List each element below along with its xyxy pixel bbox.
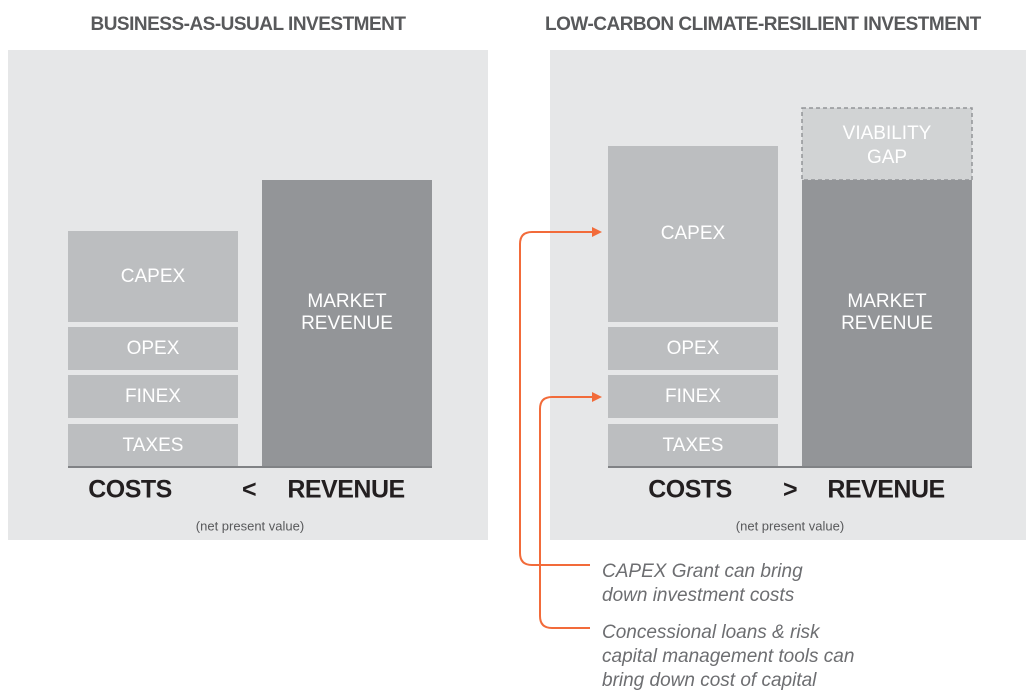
block-label: CAPEX [121, 266, 186, 287]
cost-stack: CAPEX OPEX FINEX TAXES [608, 146, 778, 467]
revenue-block [802, 180, 972, 467]
block [68, 375, 238, 418]
block [608, 424, 778, 467]
block [68, 424, 238, 467]
block [68, 327, 238, 370]
cost-stack: CAPEX OPEX FINEX TAXES [68, 231, 238, 467]
block [608, 146, 778, 322]
block-label: FINEX [665, 386, 721, 407]
revenue-block [262, 180, 432, 467]
block-label: REVENUE [301, 313, 393, 334]
block-label: VIABILITY [843, 123, 932, 144]
costs-label: COSTS [648, 476, 732, 504]
costs-label: COSTS [88, 476, 172, 504]
block-label: OPEX [127, 338, 180, 359]
block-label: REVENUE [841, 313, 933, 334]
revenue-label: REVENUE [827, 476, 944, 504]
comparison: > [783, 476, 797, 504]
arrow [539, 392, 602, 629]
block-label: CAPEX [661, 223, 726, 244]
block [608, 327, 778, 370]
block-label: GAP [867, 147, 907, 168]
block-label: OPEX [667, 338, 720, 359]
comparison: < [242, 476, 256, 504]
note: (net present value) [736, 518, 844, 533]
arrow [519, 227, 602, 566]
annotation: bring down cost of capital [602, 670, 817, 691]
annotation: capital management tools can [602, 646, 854, 667]
block [68, 231, 238, 322]
block-label: MARKET [847, 291, 927, 312]
annotation: Concessional loans & risk [602, 622, 821, 643]
panel-title: LOW-CARBON CLIMATE-RESILIENT INVESTMENT [545, 14, 982, 35]
block [608, 375, 778, 418]
annotation: down investment costs [602, 585, 795, 606]
gap-block [801, 107, 973, 181]
block-label: FINEX [125, 386, 181, 407]
block-label: TAXES [123, 435, 184, 456]
revenue-label: REVENUE [287, 476, 404, 504]
block-label: TAXES [663, 435, 724, 456]
annotation: CAPEX Grant can bring [602, 561, 803, 582]
note: (net present value) [196, 518, 304, 533]
panel-title: BUSINESS-AS-USUAL INVESTMENT [90, 14, 406, 35]
block-label: MARKET [307, 291, 387, 312]
